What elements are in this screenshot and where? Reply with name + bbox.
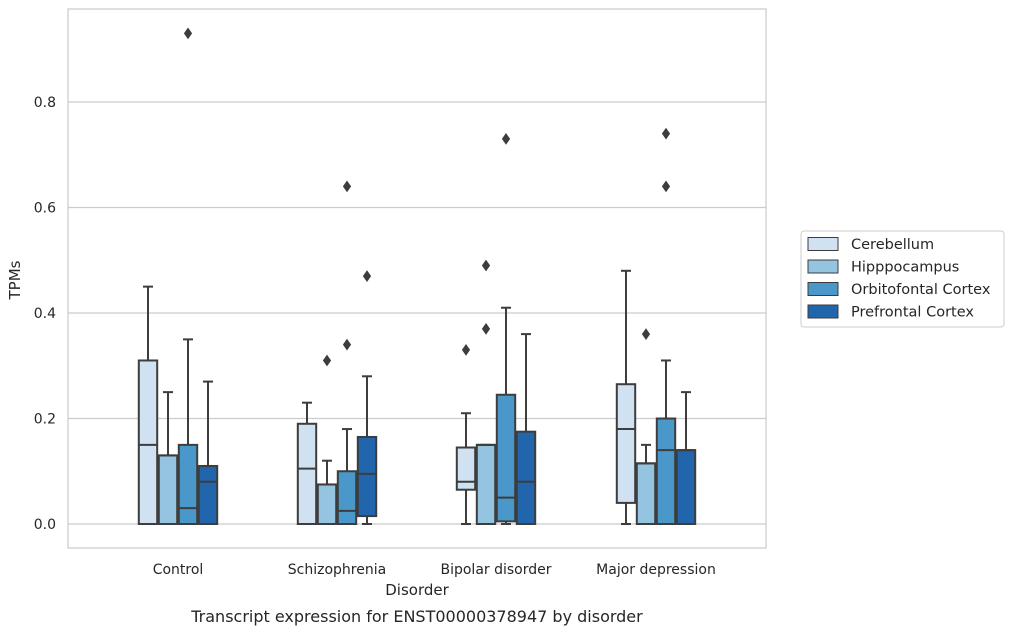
- box: [296, 422, 318, 525]
- box: [356, 435, 378, 518]
- box-plot: [635, 328, 657, 525]
- box: [635, 462, 657, 525]
- box-plot: [177, 27, 199, 525]
- box: [177, 443, 199, 525]
- box-plot: [455, 344, 477, 525]
- box: [475, 443, 497, 525]
- x-axis-ticks: Control Schizophrenia Bipolar disorder Majo…: [153, 562, 716, 578]
- box-plot: [336, 180, 358, 525]
- box: [316, 483, 338, 525]
- box-plot: [675, 391, 697, 525]
- box-plot: [655, 127, 677, 525]
- box-plot: [197, 380, 219, 526]
- legend-frame: [800, 230, 1005, 328]
- legend-swatch: [807, 259, 839, 274]
- legend-swatch: [807, 304, 839, 319]
- box: [675, 449, 697, 525]
- x-tick-label: Control: [153, 562, 204, 578]
- box-plot: [157, 391, 179, 525]
- box-plot: [296, 401, 318, 525]
- legend-swatch: [807, 282, 839, 296]
- box: [515, 430, 537, 525]
- x-tick-label: Major depression: [596, 562, 716, 578]
- outlier-point: [481, 322, 491, 335]
- box-plot: [515, 333, 537, 525]
- box: [157, 454, 179, 525]
- outlier-point: [461, 344, 471, 356]
- y-tick-label: 0.8: [34, 95, 56, 111]
- x-tick-label: Bipolar disorder: [440, 562, 551, 578]
- chart-caption: Transcript expression for ENST0000037894…: [190, 607, 643, 626]
- y-axis-ticks: 0.0 0.2 0.4 0.6 0.8: [34, 95, 56, 533]
- outlier-point: [342, 338, 352, 351]
- box-plot: [495, 133, 517, 525]
- box: [336, 470, 358, 525]
- legend: Cerebellum Hipppocampus Orbitofontal Corte…: [800, 230, 1005, 328]
- x-axis-title: Disorder: [385, 581, 449, 599]
- outlier-point: [501, 133, 511, 145]
- box: [137, 359, 159, 525]
- box: [197, 464, 219, 526]
- plot-area-frame: [67, 8, 767, 549]
- y-tick-label: 0.6: [34, 201, 56, 217]
- outlier-point: [661, 127, 671, 140]
- outlier-point: [322, 354, 332, 367]
- y-tick-label: 0.2: [34, 412, 56, 428]
- box-plot: [316, 354, 338, 525]
- outlier-point: [641, 328, 651, 340]
- legend-label: Hipppocampus: [851, 260, 959, 276]
- y-tick-label: 0.4: [34, 306, 56, 322]
- outlier-point: [342, 180, 352, 193]
- box-plot: [475, 259, 497, 525]
- box-plot: [356, 270, 378, 525]
- box-plot: [137, 285, 159, 525]
- y-axis-title: TPMs: [6, 260, 24, 300]
- box: [495, 393, 517, 523]
- x-tick-label: Schizophrenia: [288, 562, 386, 578]
- outlier-point: [362, 270, 372, 282]
- legend-label: Orbitofontal Cortex: [851, 282, 991, 298]
- legend-label: Prefrontal Cortex: [851, 305, 974, 321]
- box: [655, 417, 677, 525]
- box: [615, 383, 637, 504]
- box-plot: [615, 269, 637, 525]
- legend-label: Cerebellum: [851, 237, 934, 253]
- outlier-point: [481, 259, 491, 272]
- y-tick-label: 0.0: [34, 517, 56, 533]
- outlier-point: [661, 180, 671, 193]
- outlier-point: [183, 27, 193, 40]
- legend-swatch: [807, 237, 839, 251]
- box-plot-marks: [137, 27, 697, 526]
- box: [455, 446, 477, 491]
